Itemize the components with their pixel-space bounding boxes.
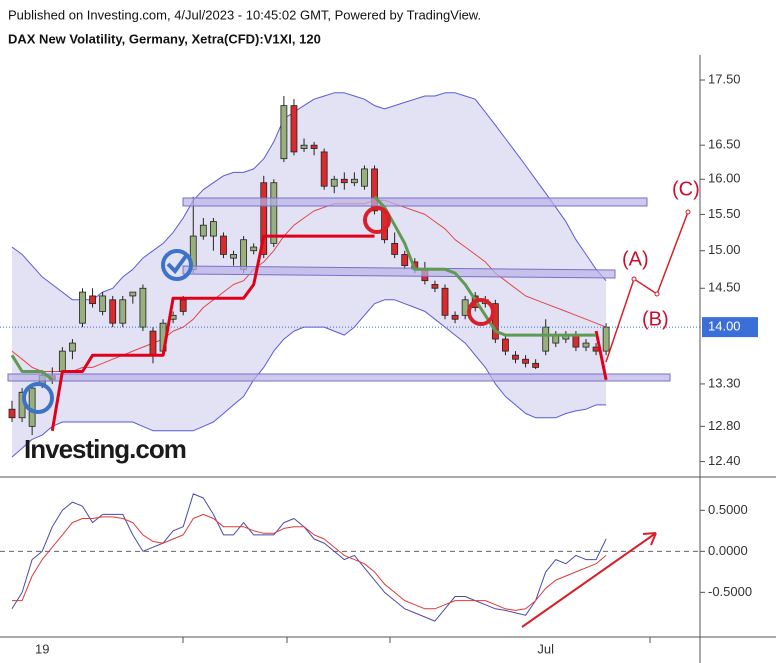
candle-body: [270, 182, 278, 244]
y-tick-label: 13.30: [708, 375, 741, 390]
marker-circle: [22, 382, 54, 414]
candle-body: [240, 239, 248, 270]
candle-body: [572, 334, 580, 348]
candle-body: [250, 246, 258, 252]
marker-circle: [161, 249, 193, 281]
published-header: Published on Investing.com, 4/Jul/2023 -…: [8, 7, 481, 22]
candle-body: [199, 224, 207, 237]
candle-body: [491, 303, 499, 340]
candle-body: [542, 326, 550, 352]
candle-body: [502, 338, 509, 352]
candle-body: [139, 287, 147, 328]
candle-body: [340, 178, 348, 184]
last-price-label: 14.00: [708, 319, 741, 334]
candle-body: [602, 326, 610, 352]
y-tick-label: 12.80: [708, 418, 741, 433]
chart-title: DAX New Volatility, Germany, Xetra(CFD):…: [8, 31, 321, 46]
logo: Investing.com: [24, 434, 186, 464]
last-price-box: [702, 317, 758, 338]
y-tick-label: 0.0000: [708, 543, 748, 558]
wave-point: [685, 209, 691, 215]
candle-body: [179, 299, 187, 312]
overlay-line: [11, 92, 607, 301]
foreground-layer: 17.50 16.50 16.00 15.50 15.00 14.50 13.30 12.80…: [10, 71, 758, 656]
candle-body: [209, 221, 217, 237]
y-tick-label: -0.5000: [708, 584, 752, 599]
candle-body: [512, 354, 519, 360]
candle-body: [431, 284, 439, 289]
y-tick-label: 12.40: [708, 453, 741, 468]
y-tick-label: 15.50: [708, 206, 741, 221]
y-tick-label: 15.00: [708, 242, 741, 257]
wave-path: [605, 211, 689, 363]
candle-body: [522, 358, 529, 364]
oscillator-line: [12, 513, 607, 611]
candle-body: [109, 299, 117, 324]
marker-circle: [363, 206, 391, 234]
candle-body: [290, 105, 298, 153]
x-tick-label: Jul: [537, 641, 554, 656]
candle-body: [350, 178, 358, 184]
candle-body: [69, 342, 76, 352]
candle-body: [401, 254, 409, 266]
candle-body: [79, 291, 86, 324]
overlay-line: [11, 199, 607, 372]
y-tick-label: 16.00: [708, 171, 741, 186]
candle-body: [99, 295, 107, 312]
y-tick-label: 16.50: [708, 137, 741, 152]
candle-body: [58, 350, 66, 372]
candle-body: [119, 299, 127, 324]
candle-body: [330, 178, 338, 187]
candle-body: [230, 254, 237, 259]
support-zone: [7, 373, 671, 382]
candle-body: [89, 295, 96, 305]
candle-body: [451, 314, 459, 320]
candle-body: [391, 242, 399, 255]
candle-body: [371, 168, 378, 212]
candle-body: [129, 291, 137, 297]
wave-point: [631, 276, 637, 282]
check-mark: [166, 254, 188, 275]
candle-body: [441, 287, 449, 316]
wave-label: (A): [622, 248, 649, 270]
candle-body: [361, 168, 368, 187]
candle-body: [280, 105, 288, 160]
candle-body: [310, 144, 318, 149]
y-tick-label: 17.50: [708, 71, 741, 86]
wave-label: (B): [642, 308, 669, 330]
wave-label: (C): [672, 178, 700, 200]
overlay-line: [10, 195, 597, 381]
candle-body: [260, 182, 268, 255]
resistance-zone: [182, 265, 616, 279]
oscillator-line: [11, 493, 607, 622]
candle-body: [8, 408, 16, 419]
candle-body: [149, 330, 157, 356]
marker-circle: [467, 298, 495, 326]
candle-body: [300, 144, 308, 149]
x-tick-label: 19: [35, 641, 49, 656]
y-tick-label: 0.5000: [708, 502, 748, 517]
candle-body: [532, 362, 540, 368]
candle-body: [220, 235, 227, 255]
y-tick-label: 14.50: [708, 280, 741, 295]
candle-body: [582, 342, 590, 348]
candle-body: [320, 151, 328, 187]
wave-point: [654, 291, 660, 297]
overlay-line: [50, 234, 608, 431]
resistance-zone: [182, 197, 648, 207]
trend-arrow: [521, 532, 657, 628]
